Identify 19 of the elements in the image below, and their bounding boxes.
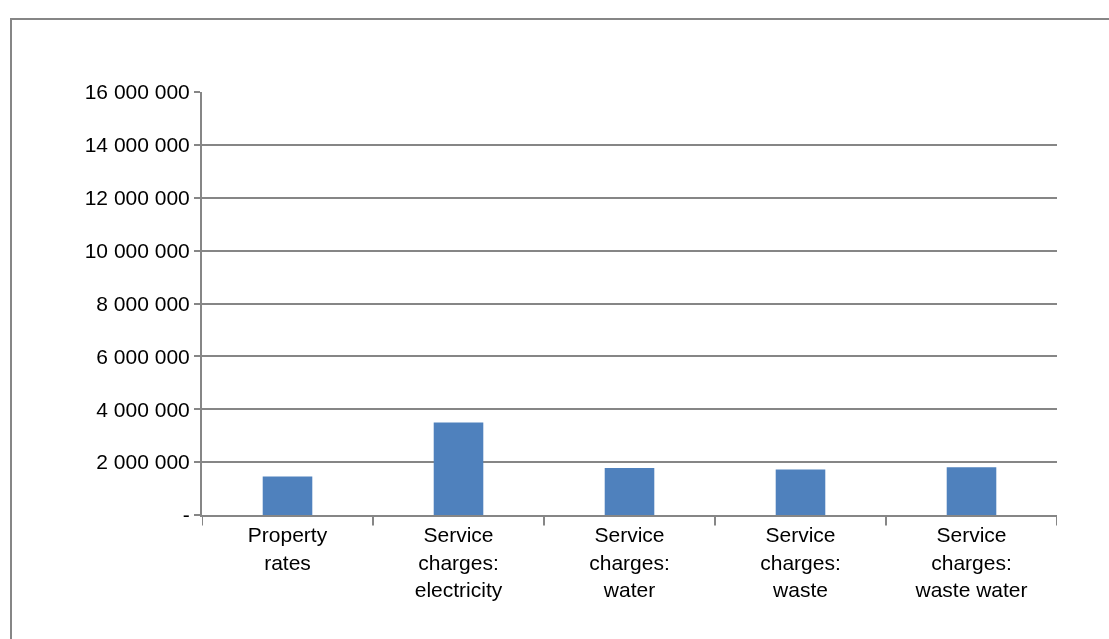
bar: [433, 422, 484, 515]
x-tick-label: Property rates: [247, 523, 328, 574]
bar: [946, 467, 997, 515]
bar: [775, 469, 826, 515]
y-tick-label: 14 000 000: [84, 133, 190, 157]
x-tick-label: Service charges: waste: [760, 523, 841, 601]
bar: [604, 467, 655, 515]
x-tick-label: Service charges: electricity: [414, 523, 503, 601]
y-tick-label: 12 000 000: [84, 186, 190, 210]
x-tick-label: Service charges: water: [589, 523, 670, 601]
y-tick-label: 4 000 000: [96, 397, 190, 421]
y-tick-label: 2 000 000: [96, 450, 190, 474]
y-tick-label: 10 000 000: [84, 238, 190, 262]
y-tick-label: 8 000 000: [96, 291, 190, 315]
y-tick-label: -: [182, 503, 190, 527]
y-tick-label: 6 000 000: [96, 344, 190, 368]
bar: [262, 476, 313, 515]
x-tick-label: Service charges: waste water: [914, 523, 1028, 601]
y-tick-label: 16 000 000: [84, 80, 190, 104]
